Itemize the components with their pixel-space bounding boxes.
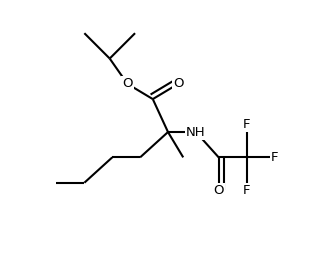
Text: NH: NH [186,126,206,139]
Text: O: O [122,77,133,90]
Text: F: F [243,118,250,131]
Text: F: F [271,151,278,164]
Text: O: O [173,77,183,90]
Text: O: O [213,184,224,197]
Text: F: F [243,184,250,197]
